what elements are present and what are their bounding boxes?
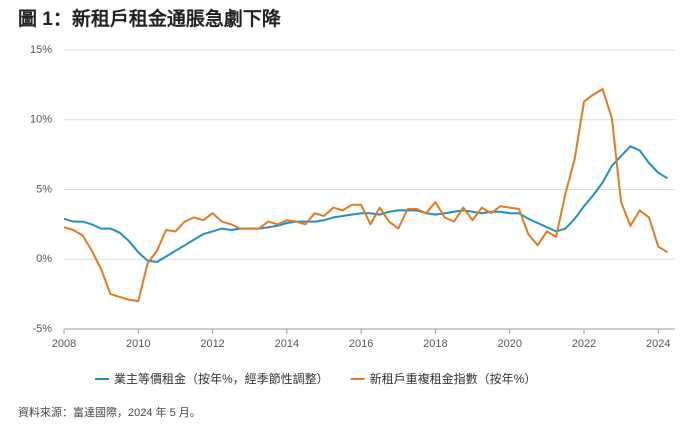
y-tick-label: 0% — [36, 253, 52, 265]
y-tick-label: 15% — [30, 44, 52, 56]
x-tick-label: 2012 — [200, 338, 224, 350]
x-tick-label: 2008 — [52, 338, 76, 350]
series-line — [63, 145, 669, 263]
series-line — [63, 88, 669, 303]
y-tick-label: -5% — [32, 323, 52, 335]
x-tick-label: 2024 — [646, 338, 670, 350]
source-note: 資料來源：富達國際，2024 年 5 月。 — [18, 405, 201, 419]
legend-label: 業主等價租金（按年%，經季節性調整） — [114, 371, 329, 386]
legend-label: 新租戶重複租金指數（按年%） — [370, 371, 537, 386]
x-tick-label: 2010 — [126, 338, 150, 350]
x-tick-label: 2016 — [349, 338, 373, 350]
y-tick-label: 5% — [36, 183, 52, 195]
chart-title: 圖 1：新租戶租金通脹急劇下降 — [18, 7, 282, 30]
x-tick-label: 2020 — [497, 338, 521, 350]
x-tick-label: 2018 — [423, 338, 447, 350]
y-tick-label: 10% — [30, 114, 52, 126]
x-tick-label: 2014 — [275, 338, 299, 350]
x-tick-label: 2022 — [572, 338, 596, 350]
